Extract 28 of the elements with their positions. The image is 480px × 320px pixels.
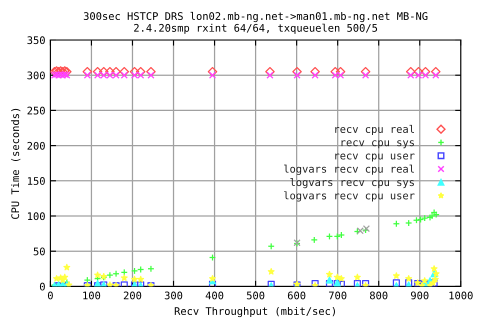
y-tick-label: 0 bbox=[40, 282, 45, 291]
x-tick-label: 800 bbox=[370, 292, 388, 300]
chart-title: 300sec HSTCP DRS lon02.mb-ng.net->man01.mb-ng.net MB-NG 2.4.20smp rxint 64/64, txqueuelen 500/5 bbox=[84, 12, 428, 34]
y-tick-label: 200 bbox=[28, 142, 45, 150]
legend-label: recv cpu real bbox=[335, 124, 414, 136]
x-tick-label: 0 bbox=[48, 292, 53, 300]
y-tick-label: 250 bbox=[28, 106, 45, 115]
x-tick-label: 900 bbox=[411, 292, 428, 300]
x-tick-label: 1000 bbox=[450, 292, 473, 300]
legend-label: logvars recv cpu user bbox=[284, 191, 415, 202]
x-tick-label: 100 bbox=[83, 292, 100, 300]
x-tick-label: 200 bbox=[124, 292, 142, 300]
legend-label: logvars recv cpu real bbox=[284, 164, 414, 175]
x-tick-label: 400 bbox=[206, 292, 224, 300]
y-tick-label: 50 bbox=[34, 247, 45, 256]
y-tick-label: 150 bbox=[28, 177, 45, 185]
y-tick-label: 100 bbox=[28, 212, 45, 220]
x-axis-title: Recv Throughput (mbit/sec) bbox=[174, 306, 335, 318]
legend-label: recv cpu sys bbox=[342, 140, 414, 148]
x-tick-label: 500 bbox=[246, 292, 264, 300]
x-tick-label: 300 bbox=[164, 292, 182, 300]
y-tick-label: 300 bbox=[27, 71, 45, 80]
x-tick-label: 700 bbox=[328, 292, 346, 300]
legend-label: recv cpu user bbox=[335, 154, 415, 162]
legend-label: logvars recv cpu sys bbox=[290, 178, 414, 188]
x-tick-label: 600 bbox=[288, 292, 306, 300]
y-tick-label: 350 bbox=[27, 36, 45, 44]
y-axis-title: CPU Time (seconds) bbox=[11, 108, 20, 219]
